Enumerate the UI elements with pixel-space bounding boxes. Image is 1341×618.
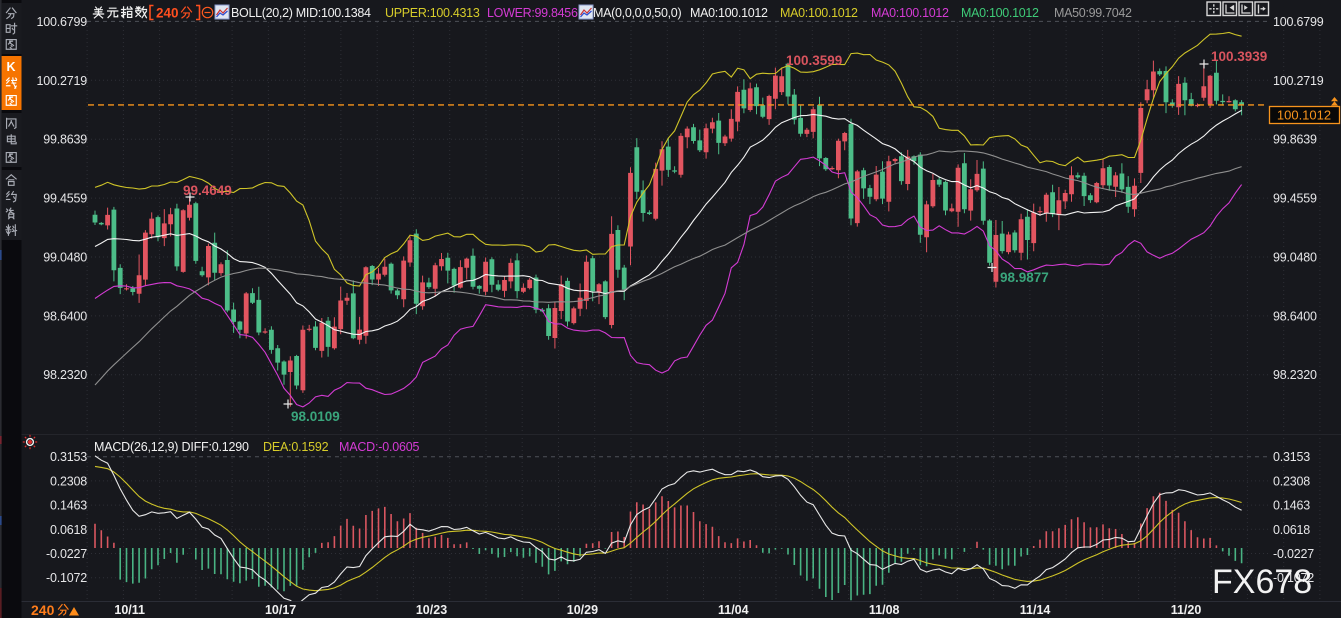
svg-text:98.9877: 98.9877 xyxy=(1000,270,1049,285)
svg-text:MA0:100.1012: MA0:100.1012 xyxy=(961,6,1039,20)
svg-text:MA(0,0,0,0,50,0): MA(0,0,0,0,50,0) xyxy=(593,6,681,20)
svg-text:0.3153: 0.3153 xyxy=(50,450,87,464)
svg-text:100.6799: 100.6799 xyxy=(36,15,87,29)
svg-text:11/20: 11/20 xyxy=(1171,603,1202,617)
svg-text:99.8639: 99.8639 xyxy=(1273,133,1317,147)
svg-text:10/29: 10/29 xyxy=(567,603,598,617)
svg-text:98.2320: 98.2320 xyxy=(1273,368,1317,382)
svg-text:100.1012: 100.1012 xyxy=(1277,108,1331,123)
svg-text:99.4559: 99.4559 xyxy=(43,192,87,206)
svg-text:100.3939: 100.3939 xyxy=(1211,49,1267,64)
svg-text:10/11: 10/11 xyxy=(114,603,145,617)
svg-text:DEA:0.1592: DEA:0.1592 xyxy=(263,440,329,454)
svg-text:BOLL(20,2) MID:100.1384: BOLL(20,2) MID:100.1384 xyxy=(231,6,371,20)
svg-text:99.4559: 99.4559 xyxy=(1273,192,1317,206)
svg-text:-0.0227: -0.0227 xyxy=(1273,547,1314,561)
svg-text:MA0:100.1012: MA0:100.1012 xyxy=(780,6,858,20)
svg-text:240: 240 xyxy=(31,602,55,618)
svg-text:100.6799: 100.6799 xyxy=(1273,15,1324,29)
svg-text:K: K xyxy=(6,60,15,74)
svg-text:100.2719: 100.2719 xyxy=(1273,74,1324,88)
svg-text:0.1463: 0.1463 xyxy=(1273,499,1310,513)
svg-text:MA50:99.7042: MA50:99.7042 xyxy=(1054,6,1132,20)
svg-text:0.2308: 0.2308 xyxy=(50,474,87,488)
svg-text:-0.1072: -0.1072 xyxy=(1273,571,1314,585)
svg-text:99.4649: 99.4649 xyxy=(183,183,232,198)
svg-text:99.0480: 99.0480 xyxy=(43,251,87,265)
svg-text:FX678: FX678 xyxy=(1212,563,1312,601)
svg-text:LOWER:99.8456: LOWER:99.8456 xyxy=(487,6,578,20)
svg-text:99.8639: 99.8639 xyxy=(43,133,87,147)
svg-text:98.2320: 98.2320 xyxy=(43,368,87,382)
svg-text:10/23: 10/23 xyxy=(416,603,447,617)
svg-text:MACD(26,12,9) DIFF:0.1290: MACD(26,12,9) DIFF:0.1290 xyxy=(94,440,249,454)
svg-text:240: 240 xyxy=(156,6,179,21)
svg-text:-0.1072: -0.1072 xyxy=(46,571,87,585)
svg-text:0.0618: 0.0618 xyxy=(1273,523,1310,537)
svg-text:98.0109: 98.0109 xyxy=(291,409,340,424)
svg-text:0.2308: 0.2308 xyxy=(1273,474,1310,488)
svg-text:99.0480: 99.0480 xyxy=(1273,251,1317,265)
svg-text:100.2719: 100.2719 xyxy=(36,74,87,88)
svg-text:98.6400: 98.6400 xyxy=(43,309,87,323)
svg-text:UPPER:100.4313: UPPER:100.4313 xyxy=(385,6,480,20)
svg-text:-0.0227: -0.0227 xyxy=(46,547,87,561)
svg-text:98.6400: 98.6400 xyxy=(1273,309,1317,323)
svg-text:11/08: 11/08 xyxy=(869,603,900,617)
svg-text:MA0:100.1012: MA0:100.1012 xyxy=(871,6,949,20)
svg-text:11/04: 11/04 xyxy=(718,603,749,617)
svg-text:MA0:100.1012: MA0:100.1012 xyxy=(690,6,768,20)
svg-text:0.0618: 0.0618 xyxy=(50,523,87,537)
svg-text:0.1463: 0.1463 xyxy=(50,499,87,513)
svg-text:0.3153: 0.3153 xyxy=(1273,450,1310,464)
svg-text:10/17: 10/17 xyxy=(265,603,296,617)
svg-text:100.3599: 100.3599 xyxy=(786,53,842,68)
svg-text:11/14: 11/14 xyxy=(1020,603,1051,617)
svg-text:MACD:-0.0605: MACD:-0.0605 xyxy=(339,440,420,454)
